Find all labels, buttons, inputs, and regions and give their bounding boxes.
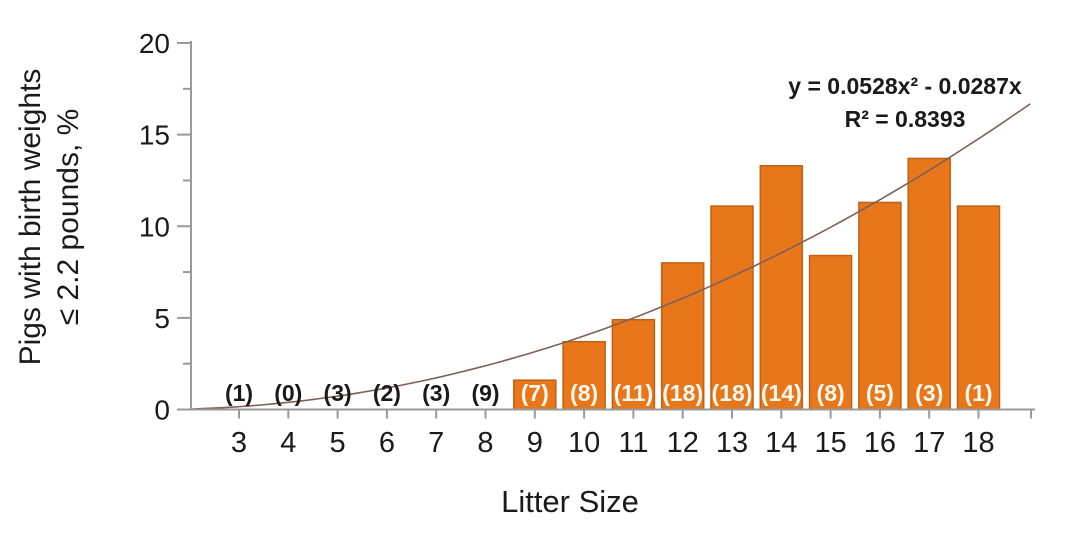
x-tick-label: 16 bbox=[864, 427, 896, 459]
trendline-equation-label: y = 0.0528x² - 0.0287x bbox=[788, 73, 1022, 99]
x-axis-title: Litter Size bbox=[501, 484, 639, 519]
y-axis-title-line2: ≤ 2.2 pounds, % bbox=[52, 109, 85, 326]
y-tick-label: 0 bbox=[154, 395, 170, 426]
x-tick-label: 4 bbox=[280, 427, 296, 459]
x-tick-label: 13 bbox=[716, 427, 748, 459]
trendline-path bbox=[192, 103, 1031, 410]
bar-litter-12 bbox=[660, 262, 705, 411]
count-label-litter-7: (3) bbox=[422, 380, 450, 406]
bar-litter-17 bbox=[907, 157, 951, 411]
y-tick-label: 10 bbox=[139, 211, 170, 242]
x-tick-label: 17 bbox=[913, 427, 945, 459]
count-label-litter-8: (9) bbox=[471, 380, 499, 406]
x-tick-label: 7 bbox=[428, 427, 444, 459]
x-tick-label: 18 bbox=[962, 427, 994, 459]
trendline-r2-label: R² = 0.8393 bbox=[845, 106, 966, 132]
count-label-litter-15: (8) bbox=[817, 380, 845, 406]
x-tick-label: 11 bbox=[618, 427, 648, 459]
count-label-litter-13: (18) bbox=[712, 380, 753, 406]
x-tick-label: 9 bbox=[527, 427, 543, 459]
count-label-litter-9: (7) bbox=[521, 380, 549, 406]
bar-litter-13 bbox=[710, 205, 754, 411]
count-label-litter-17: (3) bbox=[915, 380, 943, 406]
count-label-litter-3: (1) bbox=[225, 380, 253, 406]
x-tick-label: 12 bbox=[667, 427, 699, 459]
x-tick-label: 10 bbox=[568, 427, 600, 459]
y-axis-title-line1: Pigs with birth weights bbox=[14, 69, 47, 366]
x-tick-label: 14 bbox=[765, 427, 797, 459]
count-label-litter-12: (18) bbox=[662, 380, 703, 406]
bar-litter-16 bbox=[858, 201, 902, 411]
y-tick-label: 5 bbox=[154, 303, 170, 334]
x-tick-label: 8 bbox=[477, 427, 493, 459]
count-label-litter-16: (5) bbox=[866, 380, 894, 406]
x-tick-label: 6 bbox=[379, 427, 395, 459]
bar-litter-10 bbox=[562, 340, 606, 411]
count-label-litter-18: (1) bbox=[964, 380, 992, 406]
y-tick-label: 20 bbox=[139, 28, 170, 59]
x-tick-label: 15 bbox=[814, 427, 846, 459]
bar-litter-14 bbox=[759, 165, 804, 411]
count-label-litter-4: (0) bbox=[274, 380, 302, 406]
bar-litter-18 bbox=[956, 205, 1001, 411]
x-tick-label: 3 bbox=[231, 427, 247, 459]
count-label-litter-14: (14) bbox=[761, 380, 802, 406]
count-label-litter-10: (8) bbox=[570, 380, 598, 406]
count-label-litter-5: (3) bbox=[324, 380, 352, 406]
x-tick-label: 5 bbox=[330, 427, 346, 459]
y-tick-label: 15 bbox=[139, 120, 170, 151]
count-label-litter-6: (2) bbox=[373, 380, 401, 406]
count-label-litter-11: (11) bbox=[614, 380, 654, 406]
